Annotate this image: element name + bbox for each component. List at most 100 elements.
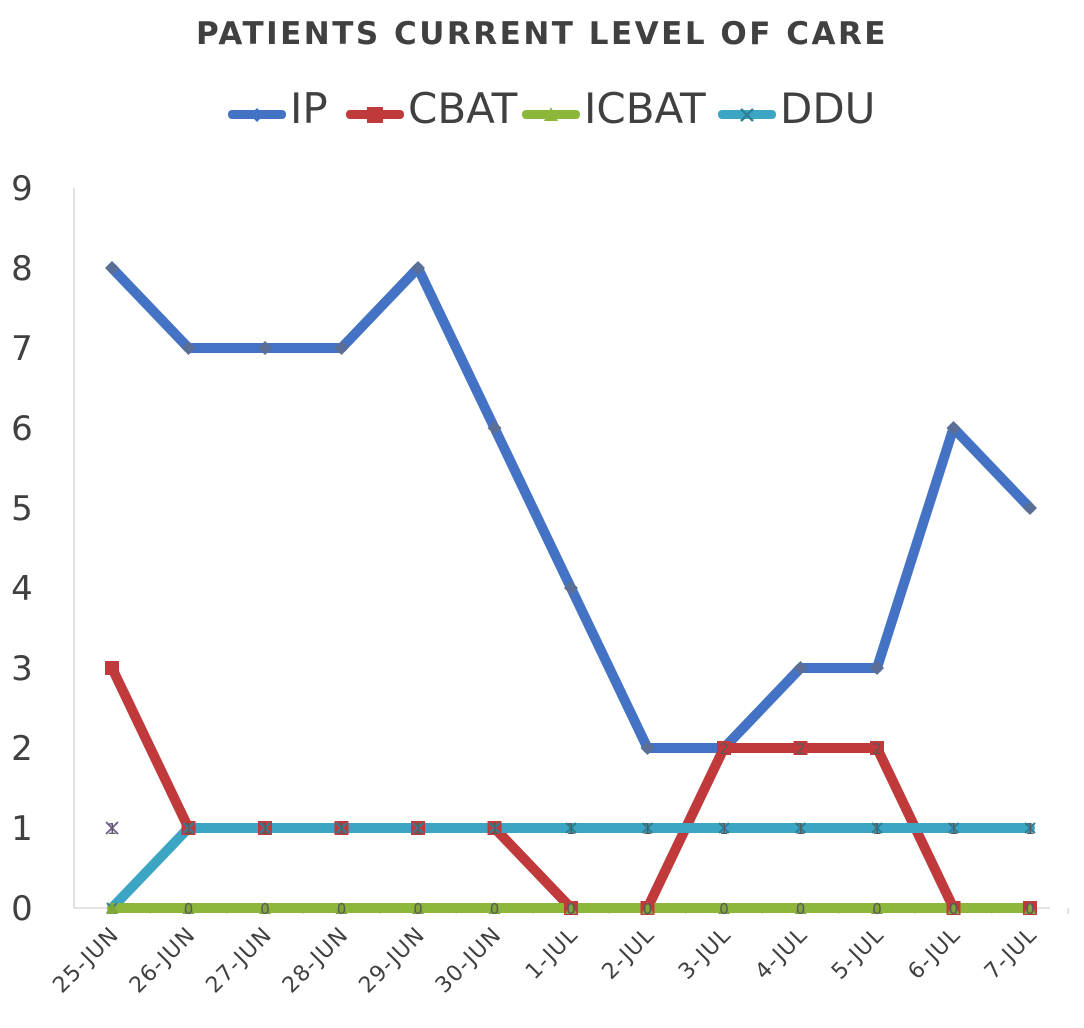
- data-point-marker: [718, 822, 730, 834]
- data-point-marker: [259, 902, 271, 914]
- data-label: 0: [337, 900, 347, 918]
- data-label: 1: [184, 820, 194, 838]
- data-point-marker: [181, 341, 196, 355]
- y-tick-label: 8: [11, 249, 33, 289]
- data-point-marker: [947, 902, 960, 914]
- x-axis-ticks: 25-JUN 26-JUN 27-JUN 28-JUN 29-JUN 30-JUN 1-JU…: [48, 908, 1069, 999]
- data-label: 0: [643, 900, 653, 918]
- chart-legend: IP CBAT ICBAT DDU: [0, 82, 1084, 142]
- diamond-icon: [250, 108, 264, 122]
- x-tick-label: 28-JUN: [278, 923, 354, 999]
- data-label: 1: [643, 820, 653, 838]
- legend-label-ip: IP: [290, 84, 328, 133]
- x-tick-label: 4-JUL: [751, 923, 813, 985]
- data-point-marker: [488, 902, 501, 914]
- data-label: 0: [184, 900, 194, 918]
- data-point-marker: [411, 261, 425, 275]
- legend-label-ddu: DDU: [780, 84, 876, 133]
- legend-label-icbat: ICBAT: [584, 84, 706, 133]
- data-label: 0: [949, 900, 959, 918]
- data-point-marker: [946, 421, 961, 435]
- data-point-marker: [870, 661, 884, 675]
- series-line-ddu: [107, 823, 1035, 913]
- data-label: 2: [872, 740, 882, 758]
- data-label: 1: [413, 820, 423, 838]
- data-label: 0: [796, 900, 806, 918]
- data-label: 0: [260, 900, 270, 918]
- square-icon: [367, 107, 383, 123]
- data-label: 0: [1025, 900, 1035, 918]
- y-axis-ticks: 0 1 2 3 4 5 6 7 8 9: [11, 169, 33, 929]
- x-tick-label: 29-JUN: [354, 923, 430, 999]
- data-point-marker: [1023, 501, 1037, 515]
- data-label: 0: [719, 900, 729, 918]
- data-label: 1: [260, 820, 270, 838]
- y-tick-label: 5: [11, 489, 33, 529]
- data-label: 2: [796, 740, 806, 758]
- data-label: 0: [413, 900, 423, 918]
- data-point-marker: [794, 902, 807, 914]
- data-label: 0: [566, 900, 576, 918]
- data-label: 1: [413, 820, 423, 838]
- data-label: 0: [872, 900, 882, 918]
- data-point-marker: [1024, 822, 1036, 834]
- data-point-marker: [564, 581, 578, 595]
- data-point-marker: [793, 741, 808, 755]
- data-label: 1: [490, 820, 500, 838]
- data-label: 0: [1025, 900, 1035, 918]
- series-line-ip: [107, 263, 1035, 753]
- x-tick-label: 3-JUL: [674, 923, 736, 985]
- data-label: 1: [1025, 820, 1035, 838]
- data-point-marker: [335, 902, 348, 914]
- annotation-label: 1: [107, 820, 117, 838]
- data-label: 1: [872, 820, 882, 838]
- data-label: 0: [643, 900, 653, 918]
- y-tick-label: 6: [11, 409, 33, 449]
- chart-data-labels: 1 1 1 1 10 02 2 20 01 1 1 1 1 1 1 1 1 1 1 10 0 0 0 0 0 0 0 0 0 0 01: [107, 740, 1035, 918]
- data-label: 1: [184, 820, 194, 838]
- data-point-marker: [105, 261, 119, 275]
- data-point-marker: [718, 902, 730, 914]
- data-label: 1: [719, 820, 729, 838]
- y-tick-label: 3: [11, 649, 33, 689]
- data-label: 1: [566, 820, 576, 838]
- chart-title: PATIENTS CURRENT LEVEL OF CARE: [195, 16, 888, 52]
- data-label: 1: [337, 820, 347, 838]
- data-label: 0: [490, 900, 500, 918]
- series-line-cbat: [107, 663, 1035, 913]
- data-point-marker: [182, 902, 195, 914]
- x-tick-label: 7-JUL: [980, 923, 1042, 985]
- x-tick-label: 25-JUN: [48, 923, 124, 999]
- annotation-marker: [105, 821, 119, 835]
- y-tick-label: 4: [11, 569, 33, 609]
- x-tick-label: 5-JUL: [827, 923, 889, 985]
- y-tick-label: 1: [11, 809, 33, 849]
- data-label: 1: [796, 820, 806, 838]
- x-tick-label: 30-JUN: [431, 923, 507, 999]
- y-tick-label: 9: [11, 169, 33, 209]
- data-point-marker: [487, 421, 502, 435]
- data-point-marker: [871, 902, 883, 914]
- x-tick-label: 27-JUN: [201, 923, 277, 999]
- data-point-marker: [259, 822, 271, 834]
- data-label: 1: [490, 820, 500, 838]
- data-point-marker: [947, 822, 960, 834]
- data-point-marker: [1024, 902, 1036, 914]
- data-point-marker: [488, 822, 501, 834]
- data-point-marker: [182, 822, 195, 834]
- data-point-marker: [641, 822, 654, 834]
- data-point-marker: [565, 902, 577, 914]
- x-tick-label: 6-JUL: [904, 923, 966, 985]
- data-point-marker: [641, 902, 654, 914]
- data-point-marker: [640, 741, 655, 755]
- data-point-marker: [412, 902, 424, 914]
- data-label: 1: [949, 820, 959, 838]
- x-tick-label: 1-JUL: [521, 923, 583, 985]
- x-tick-label: 26-JUN: [125, 923, 201, 999]
- data-point-marker: [334, 341, 349, 355]
- data-point-marker: [105, 661, 119, 675]
- data-point-marker: [106, 902, 118, 914]
- data-label: 0: [949, 900, 959, 918]
- data-point-marker: [870, 741, 884, 755]
